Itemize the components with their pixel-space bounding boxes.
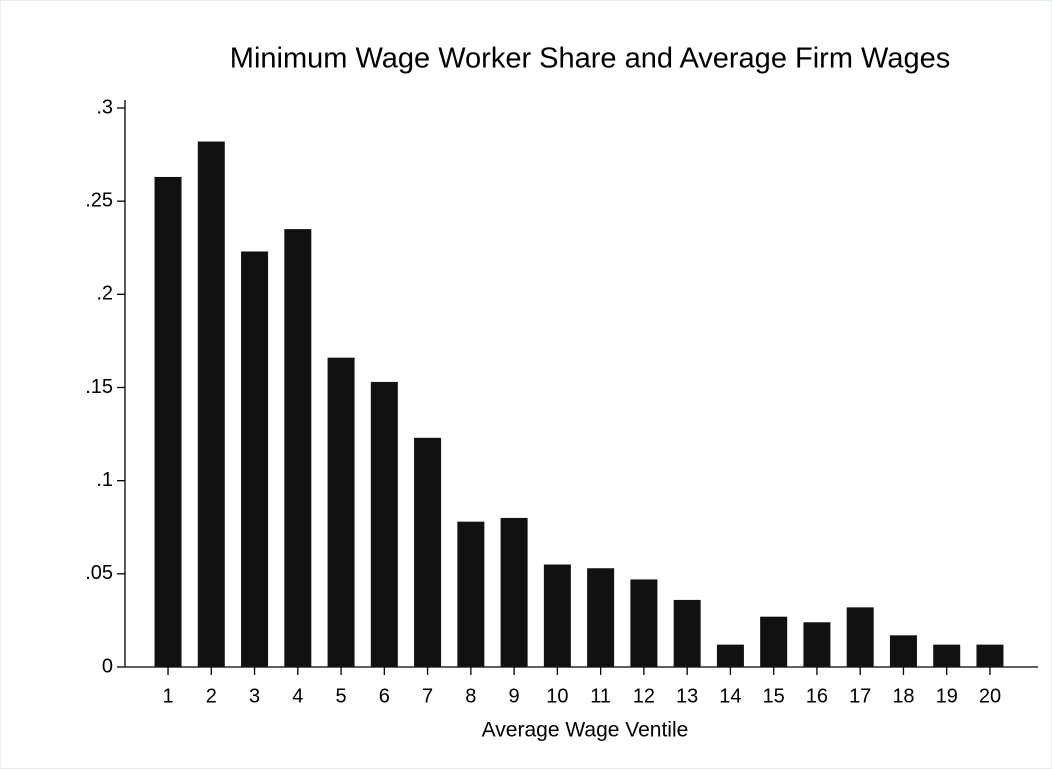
bar <box>327 357 355 667</box>
y-tick-label: .3 <box>96 96 113 118</box>
bar <box>630 579 658 667</box>
bar <box>370 381 398 667</box>
bar <box>587 568 615 667</box>
x-tick-label: 8 <box>465 685 476 707</box>
bar <box>673 599 701 667</box>
bar <box>803 622 831 667</box>
x-tick-label: 15 <box>763 685 785 707</box>
y-tick-label: .25 <box>85 189 113 211</box>
y-tick-label: .15 <box>85 376 113 398</box>
x-tick-label: 14 <box>719 685 741 707</box>
x-tick-label: 3 <box>249 685 260 707</box>
y-tick-label: .2 <box>96 283 113 305</box>
bar <box>976 644 1004 667</box>
x-tick-label: 4 <box>292 685 303 707</box>
bar <box>760 616 788 667</box>
y-tick-label: 0 <box>102 655 113 677</box>
bar <box>933 644 961 667</box>
bar <box>197 141 225 668</box>
bar <box>414 437 442 667</box>
chart-title: Minimum Wage Worker Share and Average Fi… <box>230 43 950 75</box>
bar <box>154 176 182 667</box>
x-tick-label: 16 <box>806 685 828 707</box>
x-tick-label: 6 <box>379 685 390 707</box>
x-tick-label: 17 <box>849 685 871 707</box>
bar <box>889 635 917 667</box>
bar <box>543 564 571 667</box>
bar <box>284 229 312 667</box>
y-tick-label: .05 <box>85 562 113 584</box>
x-tick-label: 12 <box>633 685 655 707</box>
x-tick-label: 1 <box>162 685 173 707</box>
x-tick-label: 19 <box>936 685 958 707</box>
bar <box>457 521 485 667</box>
x-axis-title: Average Wage Ventile <box>482 719 689 742</box>
bar <box>846 607 874 667</box>
x-tick-label: 18 <box>892 685 914 707</box>
x-tick-label: 7 <box>422 685 433 707</box>
x-tick-label: 11 <box>590 685 611 707</box>
x-tick-label: 9 <box>509 685 520 707</box>
x-tick-label: 10 <box>546 685 568 707</box>
x-tick-label: 20 <box>979 685 1001 707</box>
bar <box>500 517 528 667</box>
y-tick-label: .1 <box>96 469 113 491</box>
bar <box>241 251 269 667</box>
bar <box>716 644 744 667</box>
x-tick-label: 2 <box>206 685 217 707</box>
x-tick-label: 13 <box>676 685 698 707</box>
x-tick-label: 5 <box>336 685 347 707</box>
